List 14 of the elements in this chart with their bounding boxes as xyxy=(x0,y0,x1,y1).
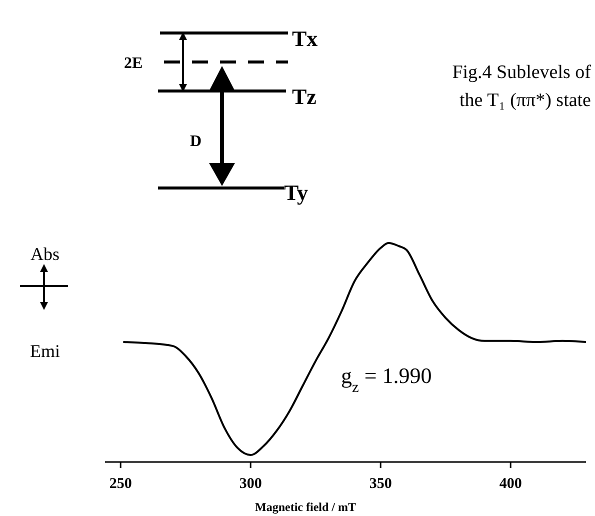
text: Tz xyxy=(292,84,317,109)
text: D xyxy=(190,133,202,150)
annotation: g$_{z}$ = 1.990 xyxy=(341,363,432,396)
chart-title: Fig.4 Sublevels of the T₁ (ππ*) state xyxy=(452,62,592,111)
text: Abs xyxy=(30,244,60,264)
x-tick-label: 400 xyxy=(499,476,522,492)
text: Tx xyxy=(292,26,318,51)
text: 2E xyxy=(124,55,143,72)
text: Emi xyxy=(30,341,60,361)
x-tick-label: 350 xyxy=(369,476,392,492)
x-tick-label: 300 xyxy=(239,476,262,492)
x-axis-title: Magnetic field / mT xyxy=(255,500,356,514)
x-tick-label: 250 xyxy=(109,476,132,492)
text: Ty xyxy=(284,180,308,205)
